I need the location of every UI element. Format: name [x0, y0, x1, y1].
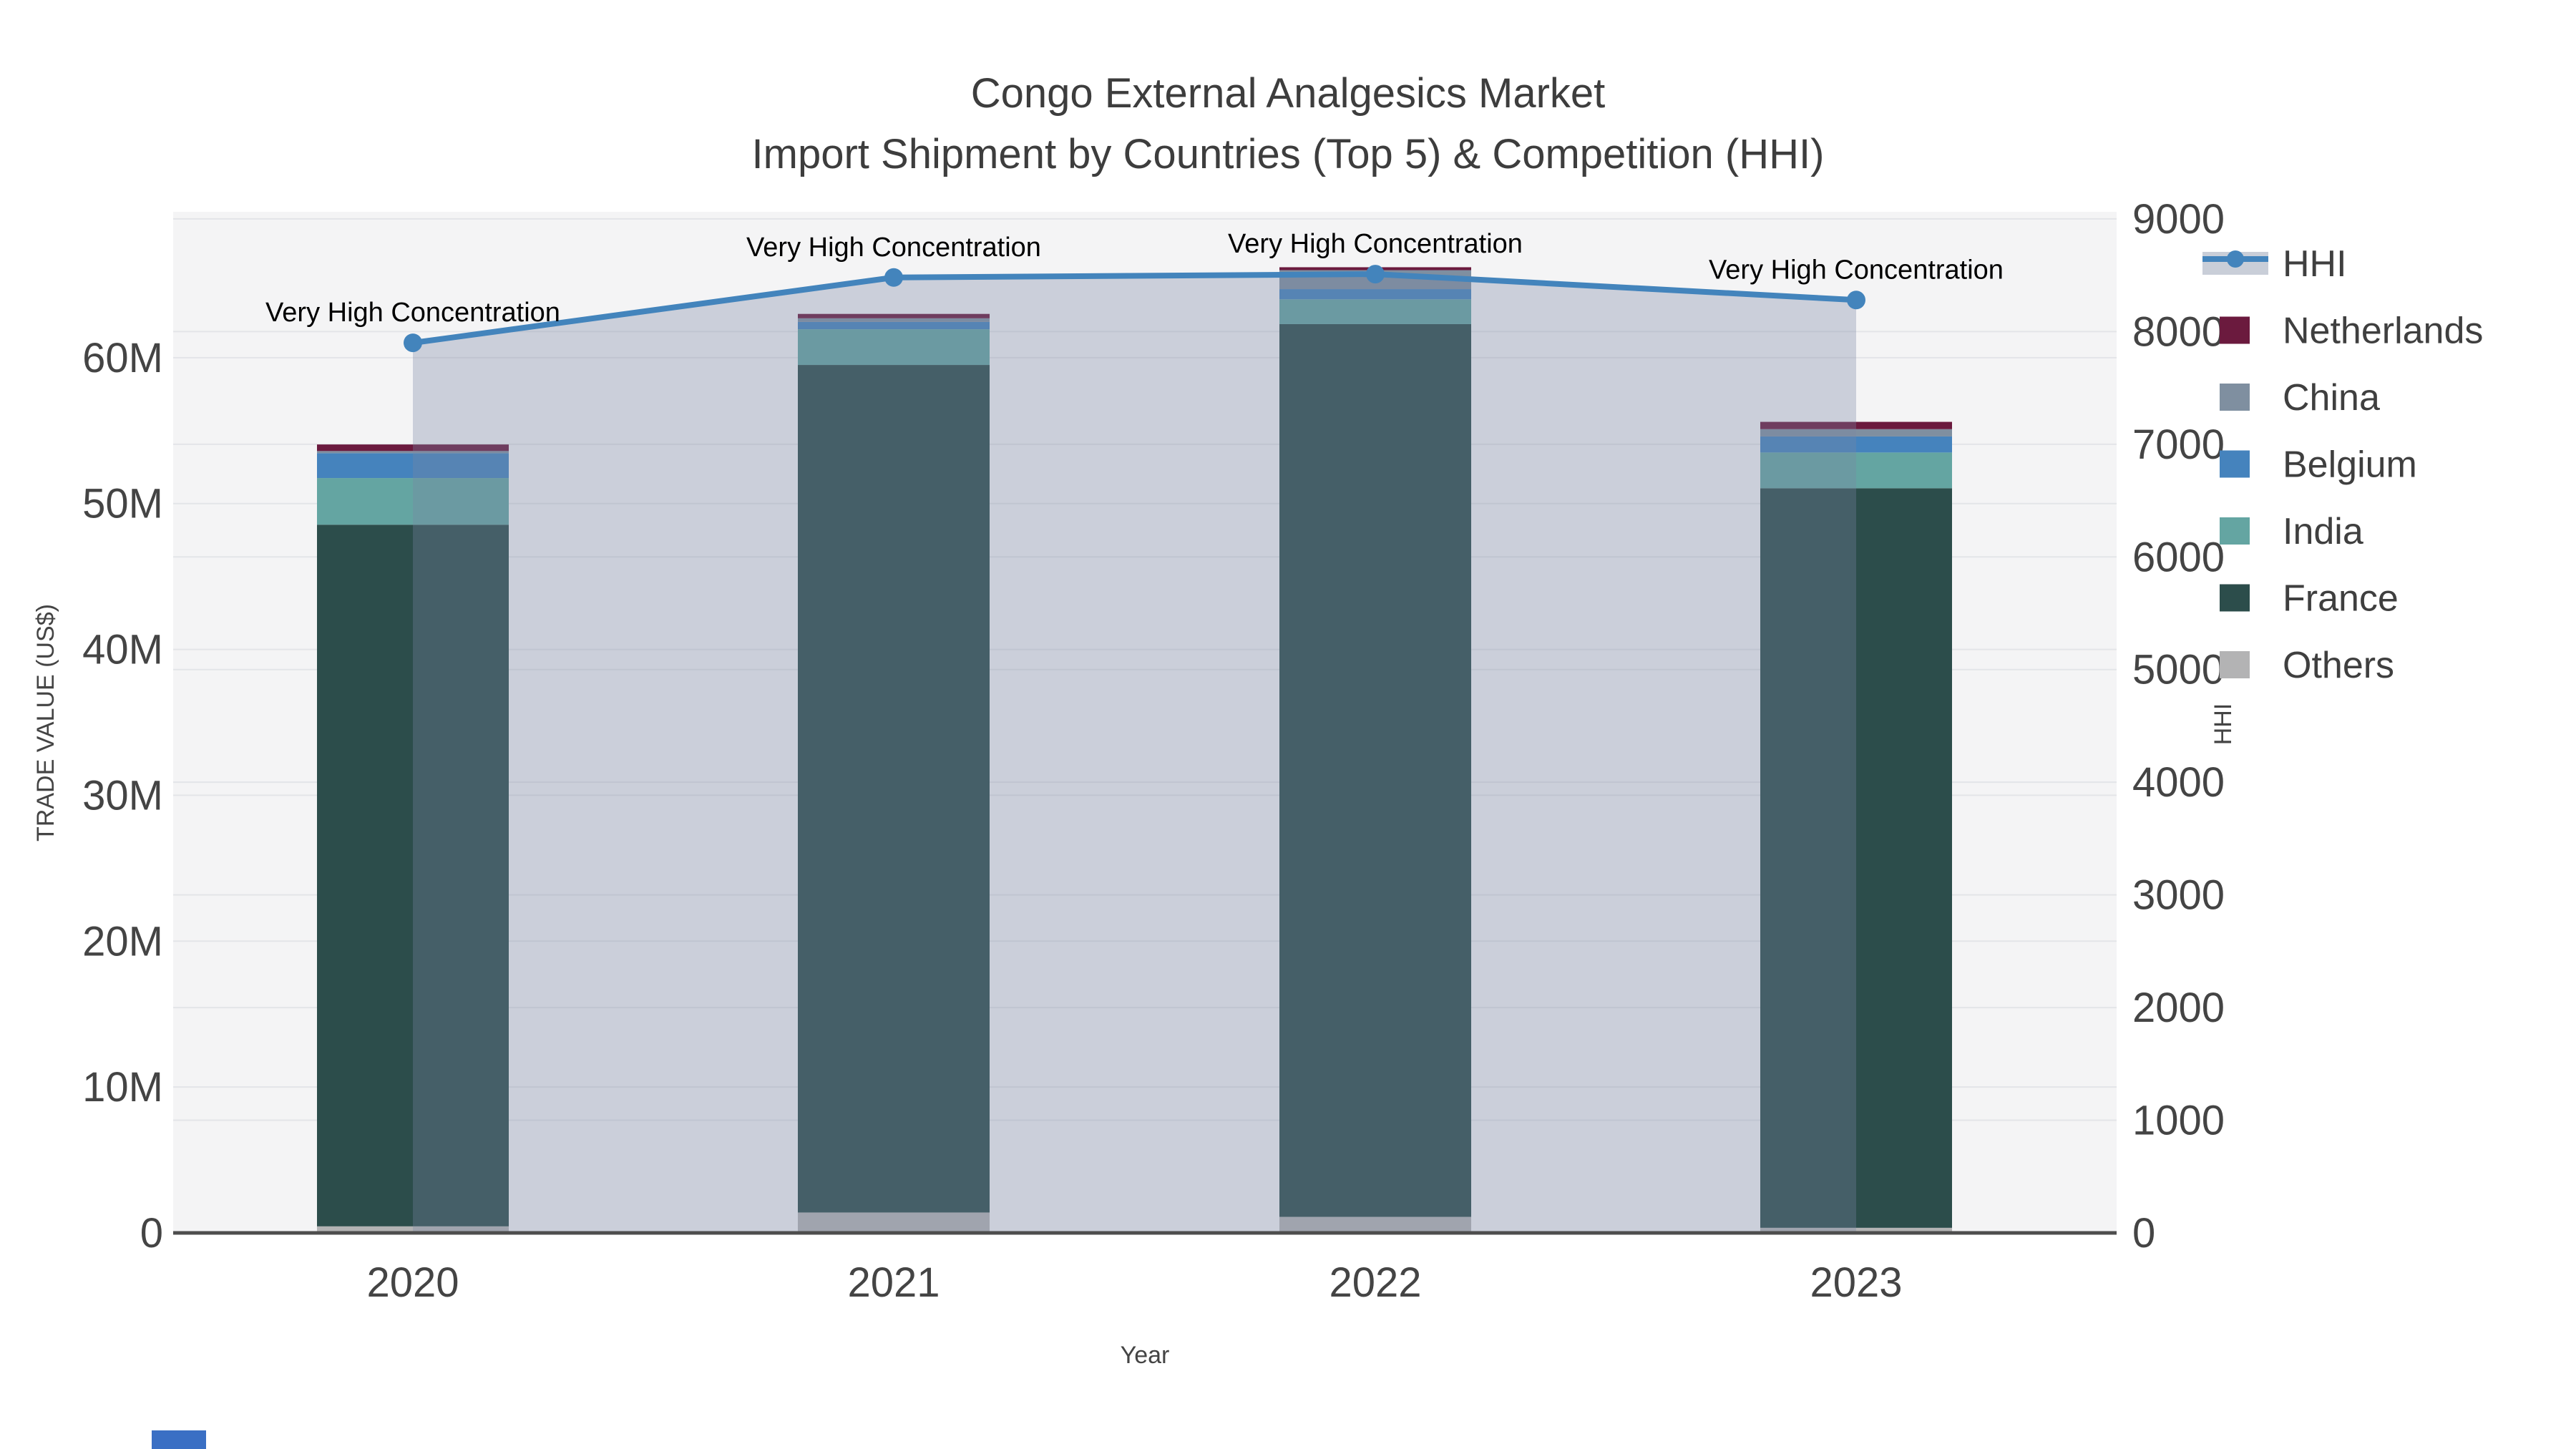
y-left-tick-10M: 10M: [82, 1064, 163, 1111]
bar-segment-belgium-2022[interactable]: [1279, 289, 1471, 300]
bar-segment-others-2020[interactable]: [317, 1226, 509, 1233]
y-right-tick-6000: 6000: [2132, 534, 2225, 580]
bottom-left-blue-fragment: [152, 1430, 206, 1449]
legend-label-china: China: [2283, 377, 2380, 419]
bar-segment-india-2021[interactable]: [798, 329, 990, 366]
left-axis-ticks: 0 10M 20M 30M 40M 50M 60M: [82, 335, 163, 1257]
bar-segment-netherlands-2021[interactable]: [798, 313, 990, 318]
bar-segment-china-2023[interactable]: [1760, 429, 1952, 436]
legend-item-hhi[interactable]: HHI: [2202, 243, 2347, 285]
legend-label-hhi: HHI: [2283, 243, 2347, 285]
legend-label-france: France: [2283, 578, 2399, 620]
legend-swatch-india: [2220, 517, 2250, 545]
hhi-area-line: [404, 265, 1865, 1233]
bar-segment-netherlands-2023[interactable]: [1760, 421, 1952, 429]
y-left-tick-60M: 60M: [82, 335, 163, 381]
hhi-marker-2022[interactable]: [1366, 265, 1385, 284]
y-right-axis-title: HHI: [2210, 703, 2237, 746]
y-left-axis-title: TRADE VALUE (US$): [32, 604, 59, 841]
x-tick-2020: 2020: [366, 1259, 459, 1306]
chart-title: Congo External Analgesics Market: [971, 70, 1606, 117]
chart-subtitle: Import Shipment by Countries (Top 5) & C…: [752, 131, 1825, 177]
bar-segment-france-2020[interactable]: [317, 525, 509, 1226]
hhi-line: [412, 271, 1857, 346]
legend-label-others: Others: [2283, 645, 2394, 686]
hhi-legend-marker: [2227, 250, 2244, 268]
legend-item-india[interactable]: India: [2220, 511, 2363, 552]
bar-segment-india-2022[interactable]: [1279, 299, 1471, 324]
legend-swatch-france: [2220, 584, 2250, 612]
y-left-tick-20M: 20M: [82, 918, 163, 965]
y-left-tick-30M: 30M: [82, 772, 163, 819]
x-axis-ticks: 2020 2021 2022 2023: [366, 1259, 1902, 1306]
y-right-tick-5000: 5000: [2132, 647, 2225, 693]
hhi-area-fill: [413, 274, 1856, 1233]
bar-segment-france-2023[interactable]: [1760, 488, 1952, 1228]
bar-segment-india-2020[interactable]: [317, 478, 509, 525]
legend-label-india: India: [2283, 511, 2363, 552]
y-left-tick-0: 0: [140, 1210, 163, 1257]
annotation-2020: Very High Concentration: [265, 298, 560, 328]
legend-item-belgium[interactable]: Belgium: [2220, 444, 2417, 486]
bar-segment-netherlands-2020[interactable]: [317, 444, 509, 452]
y-left-tick-40M: 40M: [82, 627, 163, 673]
y-right-tick-9000: 9000: [2132, 196, 2225, 243]
legend-item-china[interactable]: China: [2220, 377, 2380, 419]
bar-segment-others-2022[interactable]: [1279, 1216, 1471, 1233]
legend-swatch-belgium: [2220, 450, 2250, 478]
y-right-tick-0: 0: [2132, 1210, 2155, 1257]
annotation-2023: Very High Concentration: [1709, 255, 2004, 285]
legend-label-netherlands: Netherlands: [2283, 311, 2483, 352]
bar-segment-others-2021[interactable]: [798, 1212, 990, 1233]
bar-segment-france-2021[interactable]: [798, 365, 990, 1213]
legend-item-netherlands[interactable]: Netherlands: [2220, 311, 2483, 352]
bar-segment-france-2022[interactable]: [1279, 323, 1471, 1217]
y-right-tick-2000: 2000: [2132, 985, 2225, 1031]
stacked-bars: [317, 267, 1952, 1233]
bar-segment-india-2023[interactable]: [1760, 452, 1952, 489]
y-left-tick-50M: 50M: [82, 481, 163, 527]
bar-segment-belgium-2020[interactable]: [317, 453, 509, 479]
annotation-2021: Very High Concentration: [746, 233, 1041, 263]
right-axis-ticks: 0 1000 2000 3000 4000 5000 6000 7000 8000 9000: [2132, 196, 2225, 1257]
hhi-marker-2020[interactable]: [404, 333, 422, 353]
hhi-marker-2023[interactable]: [1847, 291, 1865, 310]
annotation-2022: Very High Concentration: [1228, 229, 1523, 259]
bar-segment-china-2020[interactable]: [317, 451, 509, 454]
legend-label-belgium: Belgium: [2283, 444, 2417, 486]
bar-segment-china-2021[interactable]: [798, 318, 990, 322]
y-right-tick-3000: 3000: [2132, 872, 2225, 919]
y-right-tick-4000: 4000: [2132, 759, 2225, 806]
bar-segment-others-2023[interactable]: [1760, 1227, 1952, 1233]
y-right-tick-1000: 1000: [2132, 1098, 2225, 1144]
bar-segment-belgium-2021[interactable]: [798, 321, 990, 330]
y-right-tick-8000: 8000: [2132, 308, 2225, 355]
legend-swatch-others: [2220, 651, 2250, 678]
x-tick-2022: 2022: [1329, 1259, 1421, 1306]
x-axis-title: Year: [1121, 1342, 1170, 1369]
hhi-marker-2021[interactable]: [884, 268, 903, 287]
bar-segment-belgium-2023[interactable]: [1760, 436, 1952, 453]
legend-swatch-netherlands: [2220, 316, 2250, 344]
legend: HHI Netherlands China Belgium India France Oth…: [2202, 243, 2483, 686]
legend-swatch-china: [2220, 384, 2250, 411]
legend-item-france[interactable]: France: [2220, 578, 2399, 620]
legend-item-others[interactable]: Others: [2220, 645, 2394, 686]
x-tick-2021: 2021: [847, 1259, 940, 1306]
x-tick-2023: 2023: [1810, 1259, 1902, 1306]
y-right-tick-7000: 7000: [2132, 421, 2225, 468]
annotations: Very High Concentration Very High Concent…: [265, 229, 2004, 328]
